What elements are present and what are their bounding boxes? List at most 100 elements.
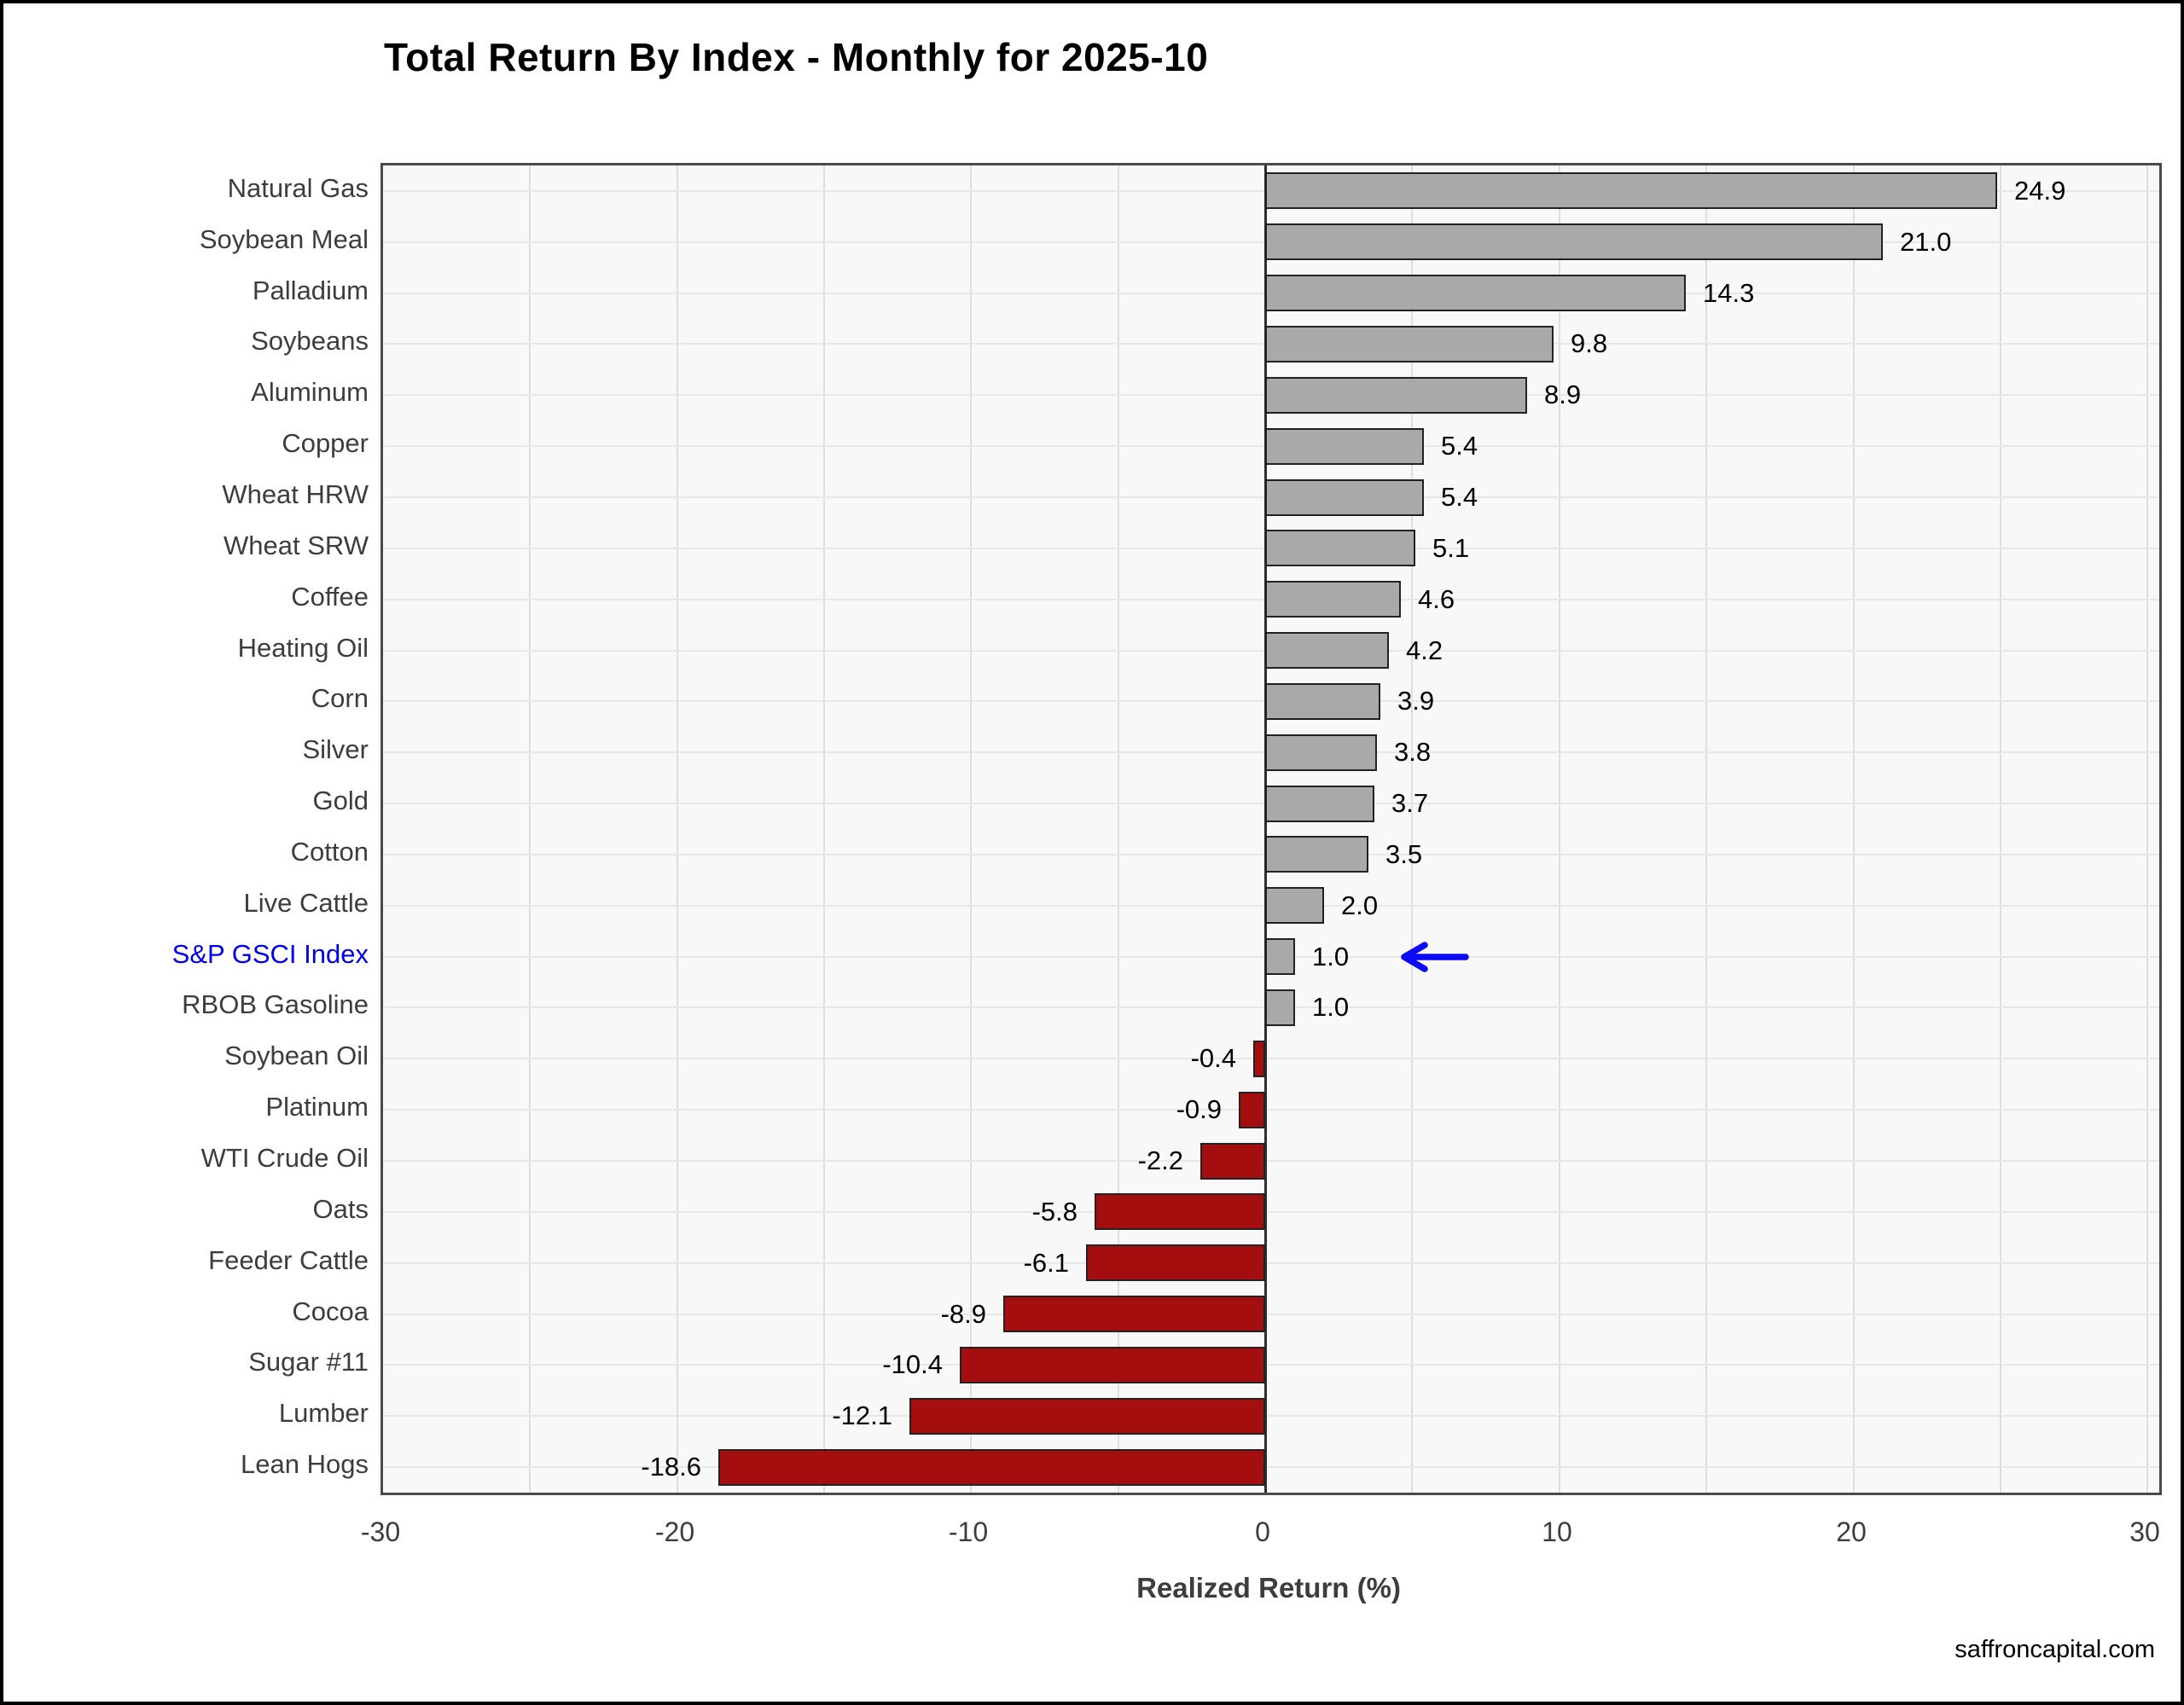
- value-label: 3.5: [1385, 839, 1423, 869]
- category-label: Sugar #11: [248, 1347, 369, 1377]
- bar: [1265, 172, 1998, 209]
- category-label: Live Cattle: [243, 888, 369, 918]
- value-label: -10.4: [882, 1349, 943, 1379]
- vertical-gridline: [2146, 165, 2149, 1493]
- x-tick-label: -30: [360, 1517, 401, 1547]
- value-label: 2.0: [1341, 890, 1379, 920]
- category-label: Wheat SRW: [224, 531, 369, 560]
- vertical-gridline: [1411, 165, 1414, 1493]
- horizontal-gridline: [383, 1314, 2159, 1315]
- category-label: Oats: [312, 1194, 369, 1224]
- chart-title: Total Return By Index - Monthly for 2025…: [384, 35, 1209, 79]
- category-label: Coffee: [291, 582, 369, 612]
- bar: [1265, 223, 1883, 260]
- category-label: RBOB Gasoline: [182, 989, 369, 1019]
- category-label: Copper: [282, 428, 369, 458]
- bar: [717, 1449, 1266, 1486]
- value-label: -12.1: [832, 1401, 892, 1430]
- value-label: 3.9: [1397, 686, 1435, 716]
- x-tick-label: 20: [1836, 1517, 1867, 1547]
- bar: [1095, 1193, 1266, 1230]
- category-label: Lean Hogs: [241, 1449, 369, 1479]
- horizontal-gridline: [383, 1109, 2159, 1111]
- bar: [1265, 887, 1325, 924]
- value-label: 14.3: [1703, 278, 1755, 308]
- vertical-gridline: [1117, 165, 1119, 1493]
- vertical-gridline: [970, 165, 973, 1493]
- x-tick-label: 30: [2129, 1517, 2160, 1547]
- category-label: Cocoa: [292, 1296, 369, 1326]
- x-tick-label: -20: [654, 1517, 695, 1547]
- vertical-gridline: [823, 165, 826, 1493]
- bar: [1265, 479, 1425, 516]
- vertical-gridline: [1558, 165, 1560, 1493]
- bar: [1265, 326, 1554, 362]
- category-label: Gold: [312, 786, 369, 815]
- vertical-gridline: [1999, 165, 2001, 1493]
- bar: [1265, 734, 1378, 771]
- x-axis-title: Realized Return (%): [1136, 1572, 1401, 1604]
- plot-area: 24.9 21.0 14.3 9.8 8.9 5.4 5.4 5.1 4.6 4.2 3.9 3.8 3…: [380, 163, 2162, 1495]
- vertical-gridline: [1705, 165, 1708, 1493]
- value-label: -2.2: [1137, 1145, 1183, 1175]
- value-label: 1.0: [1312, 992, 1350, 1022]
- zero-axis-line: [1263, 165, 1267, 1493]
- bar: [1265, 581, 1401, 618]
- vertical-gridline: [1852, 165, 1855, 1493]
- bar: [1003, 1296, 1266, 1332]
- category-label: Feeder Cattle: [208, 1245, 369, 1275]
- y-axis-category-labels: Natural Gas Soybean Meal Palladium Soybeans…: [34, 163, 369, 1490]
- bar: [1265, 632, 1389, 669]
- category-label: Lumber: [278, 1398, 369, 1428]
- value-label: -0.4: [1190, 1043, 1236, 1073]
- value-label: 21.0: [1900, 227, 1952, 257]
- value-label: 5.4: [1441, 431, 1478, 461]
- watermark-text: saffroncapital.com: [1955, 1636, 2155, 1663]
- category-label: Natural Gas: [227, 173, 369, 203]
- value-label: -8.9: [940, 1299, 986, 1329]
- horizontal-gridline: [383, 1058, 2159, 1059]
- value-label: 8.9: [1544, 380, 1582, 409]
- category-label: WTI Crude Oil: [200, 1143, 369, 1173]
- horizontal-gridline: [383, 1160, 2159, 1162]
- vertical-gridline: [529, 165, 531, 1493]
- value-label: -0.9: [1176, 1094, 1222, 1124]
- bar: [1265, 989, 1295, 1026]
- horizontal-gridline: [383, 1466, 2159, 1468]
- category-label: Silver: [302, 734, 369, 764]
- category-label: Heating Oil: [237, 633, 369, 663]
- bar: [1265, 428, 1425, 465]
- category-label: Soybean Meal: [199, 224, 369, 254]
- bar: [1200, 1143, 1266, 1180]
- category-label: Aluminum: [251, 377, 369, 407]
- horizontal-gridline: [383, 1364, 2159, 1366]
- value-label: 5.1: [1432, 533, 1470, 563]
- category-label: Platinum: [265, 1092, 369, 1122]
- value-label: -6.1: [1023, 1248, 1069, 1278]
- bar: [959, 1347, 1266, 1383]
- x-axis-tick-labels: -30 -20 -10 0 10 20 30: [361, 1511, 2160, 1547]
- bar: [1265, 377, 1527, 414]
- x-tick-label: 0: [1255, 1517, 1270, 1547]
- value-label: 4.2: [1406, 635, 1443, 665]
- category-label: Palladium: [252, 275, 369, 305]
- bar: [1085, 1244, 1266, 1281]
- x-tick-label: 10: [1542, 1517, 1572, 1547]
- vertical-gridline: [676, 165, 678, 1493]
- bar: [1265, 836, 1368, 873]
- category-label: Cotton: [290, 837, 369, 867]
- left-arrow-icon: [1396, 941, 1469, 973]
- value-label: -18.6: [641, 1452, 701, 1482]
- category-label: Soybeans: [251, 326, 369, 356]
- value-label: 3.7: [1391, 788, 1429, 818]
- category-label: Wheat HRW: [222, 479, 369, 509]
- value-label: 24.9: [2014, 176, 2066, 206]
- value-label: 9.8: [1571, 328, 1608, 358]
- value-label: 3.8: [1394, 737, 1432, 767]
- category-label: Soybean Oil: [224, 1041, 369, 1070]
- bar: [1253, 1041, 1266, 1077]
- horizontal-gridline: [383, 1415, 2159, 1417]
- horizontal-gridline: [383, 1211, 2159, 1213]
- bar: [1265, 786, 1374, 822]
- value-label: 1.0: [1312, 942, 1350, 971]
